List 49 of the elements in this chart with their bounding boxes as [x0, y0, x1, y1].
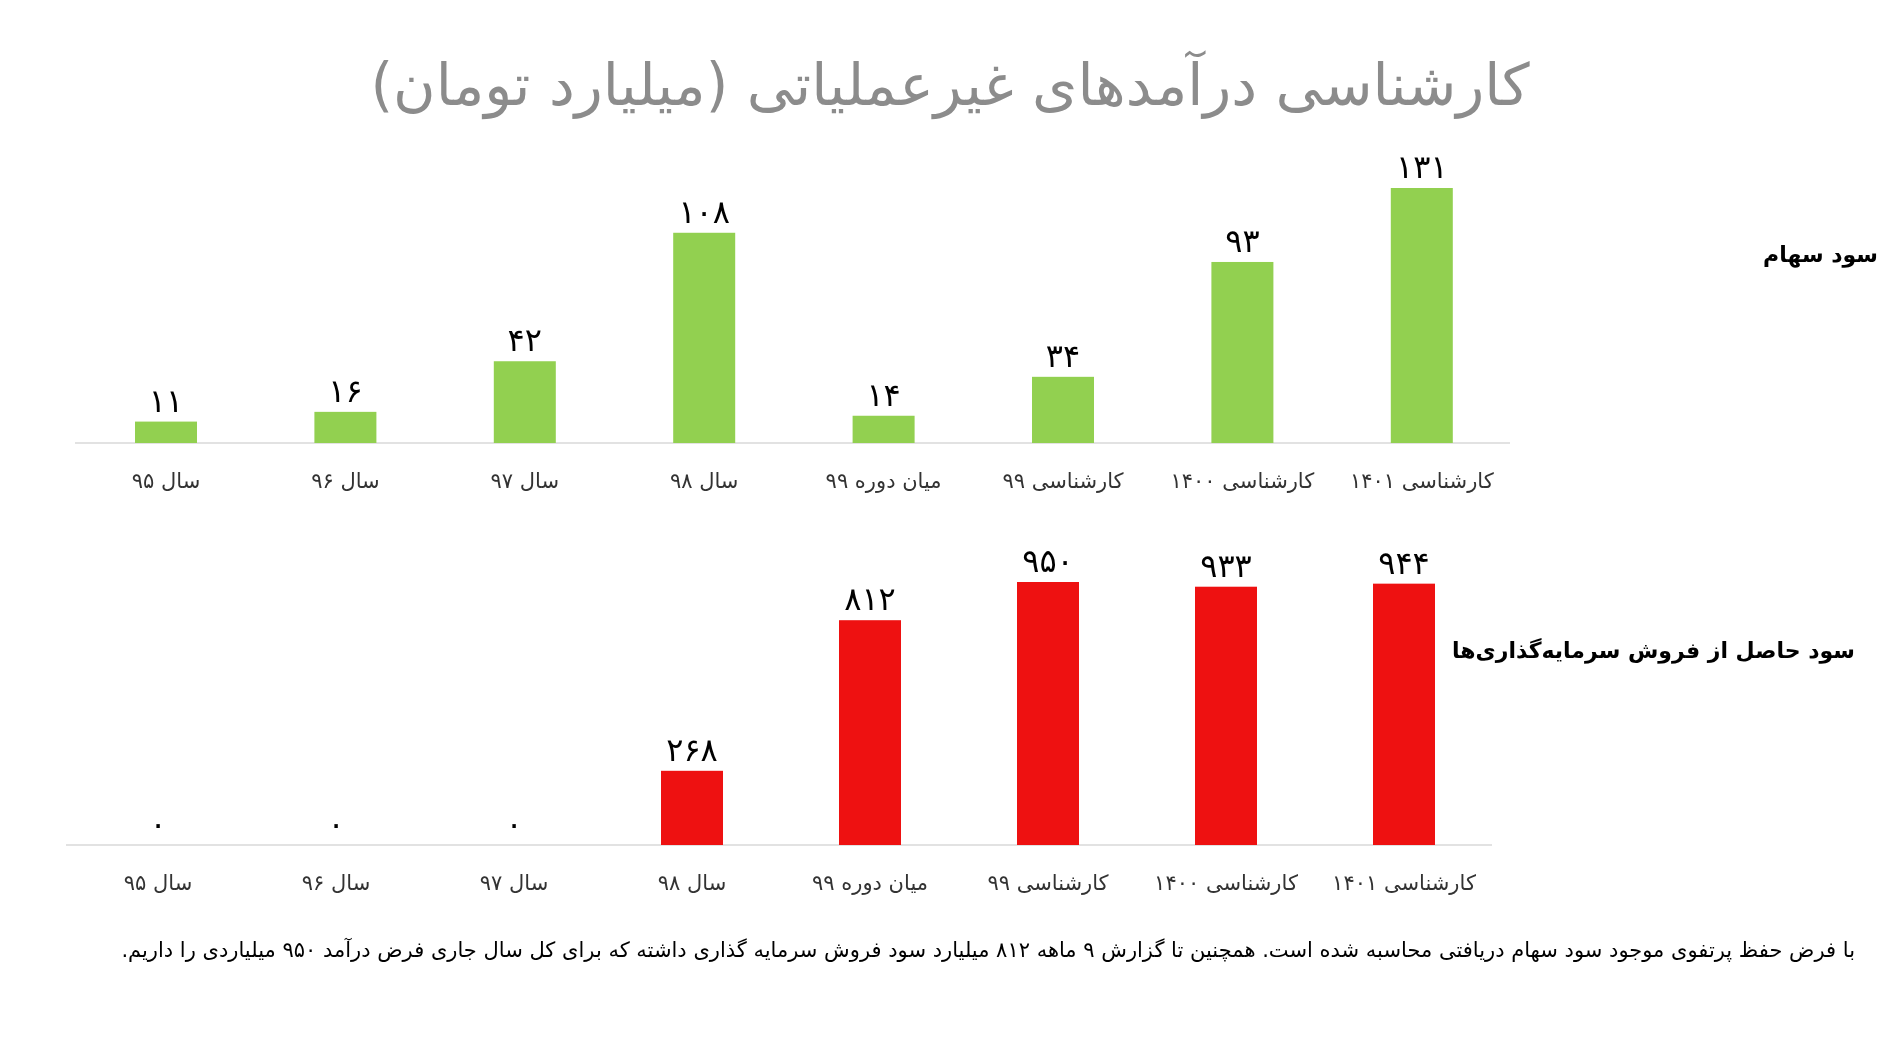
x-tick-label: کارشناسی ۹۹: [1002, 469, 1124, 493]
x-tick-label: سال ۹۶: [311, 469, 380, 493]
bar: [661, 770, 723, 845]
bar: [135, 421, 197, 443]
x-tick-label: کارشناسی ۱۴۰۰: [1170, 469, 1315, 493]
data-label: ۹۳: [1225, 221, 1260, 260]
x-tick-label: سال ۹۵: [123, 871, 193, 895]
x-tick-label: سال ۹۵: [131, 469, 201, 493]
data-label: ۰: [327, 805, 345, 843]
x-tick-label: میان دوره ۹۹: [825, 469, 942, 493]
data-label: ۴۲: [507, 321, 542, 360]
data-label: ۳۴: [1045, 336, 1081, 375]
text: سود سهام: [1763, 242, 1878, 268]
bar: [1373, 583, 1435, 845]
series-label: سود حاصل از فروش سرمایه‌گذاری‌ها: [1452, 637, 1855, 664]
data-label: ۹۵۰: [1022, 542, 1074, 580]
chart-title: کارشناسی درآمدهای غیرعملیاتی (میلیارد تومان): [370, 50, 1530, 120]
bar: [1032, 376, 1094, 443]
x-tick-label: سال ۹۶: [301, 871, 371, 895]
data-label: ۰: [505, 805, 523, 843]
data-label: ۹۴۴: [1378, 543, 1430, 582]
x-tick-label: کارشناسی ۹۹: [987, 871, 1109, 895]
data-label: ۲۶۸: [666, 730, 718, 769]
bar: [314, 411, 377, 443]
x-tick-label: میان دوره ۹۹: [812, 871, 928, 895]
x-tick-label: سال ۹۷: [479, 871, 549, 895]
bar: [1195, 586, 1257, 845]
data-label: ۱۰۸: [678, 192, 730, 231]
x-tick-label: کارشناسی ۱۴۰۰: [1154, 871, 1298, 895]
data-label: ۰: [149, 805, 167, 843]
x-tick-label: کارشناسی ۱۴۰۱: [1349, 469, 1494, 493]
bar: [1211, 261, 1274, 443]
data-label: ۱۱: [148, 381, 184, 420]
data-label: ۱۳۱: [1396, 148, 1448, 186]
bar: [839, 620, 901, 845]
data-label: ۹۳۳: [1200, 546, 1252, 585]
data-label: ۸۱۲: [844, 580, 896, 619]
x-tick-label: کارشناسی ۱۴۰۱: [1332, 871, 1476, 895]
data-label: ۱۶: [328, 371, 363, 410]
data-label: ۱۴: [866, 375, 901, 414]
x-tick-label: سال ۹۸: [669, 469, 739, 493]
bar: [1017, 582, 1079, 845]
bar: [1390, 188, 1453, 443]
bar: [852, 415, 915, 443]
x-tick-label: سال ۹۸: [657, 871, 727, 895]
text: با فرض حفظ پرتفوی موجود سود سهام دریافتی محاسبه شده است. همچنین تا گزارش ۹ ماهه ۸۱۲ میلیارد سود فروش سرمایه گذاری داشته که برای کل سال جاری فرض درآمد ۹۵۰ میلیاردی را داریم.: [120, 937, 1855, 964]
x-tick-label: سال ۹۷: [490, 469, 560, 493]
bar: [493, 361, 556, 443]
bar: [673, 232, 736, 443]
